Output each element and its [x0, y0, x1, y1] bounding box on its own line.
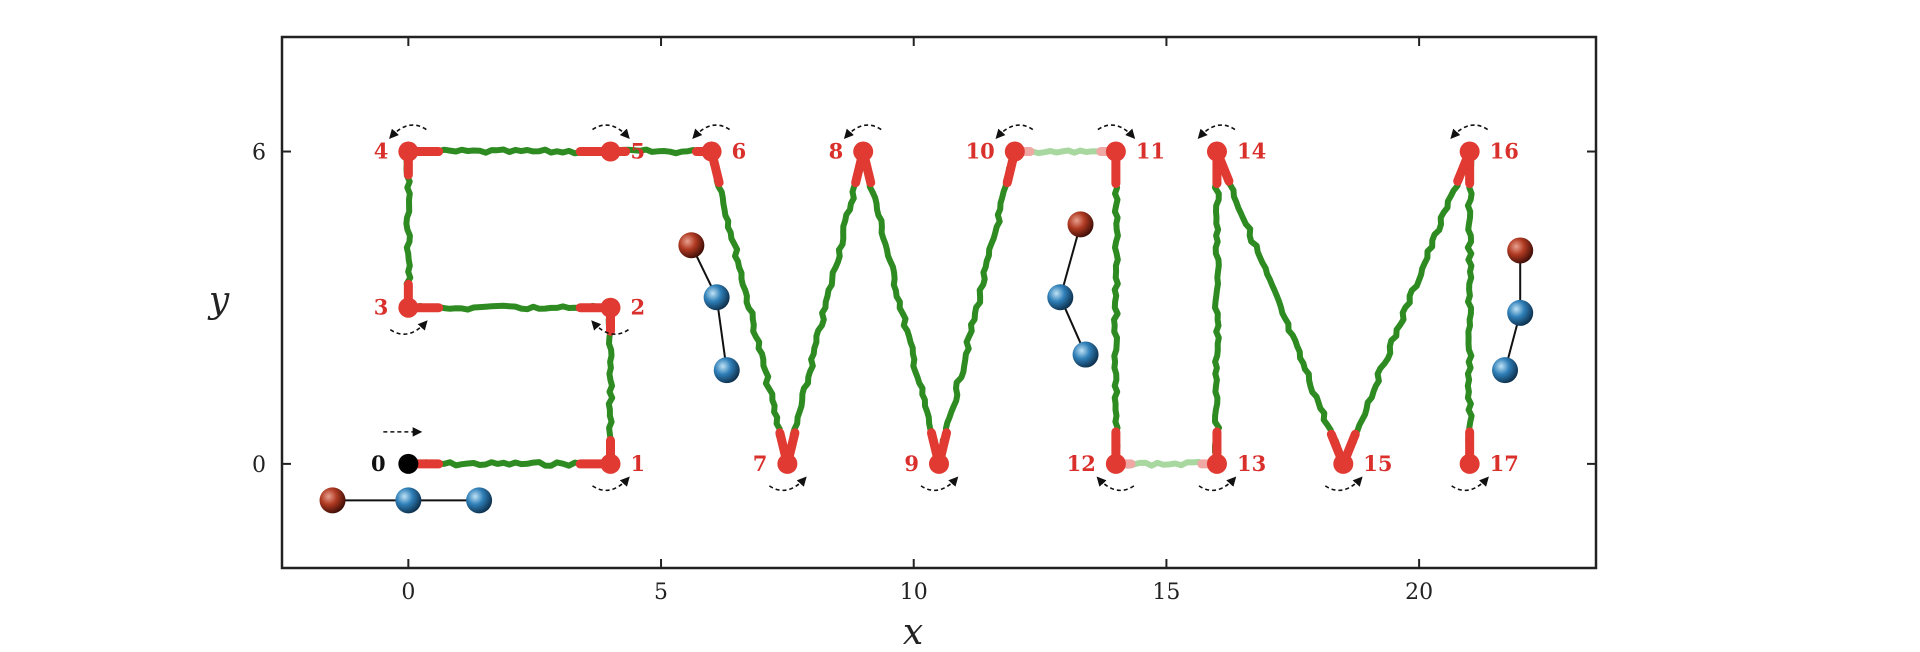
swimmer-bead-blue	[395, 487, 422, 514]
waypoint-marker	[600, 141, 621, 162]
trajectory-segment	[1111, 148, 1121, 467]
turn-direction-arrow	[1198, 476, 1237, 492]
trajectory-segment	[708, 148, 791, 467]
waypoint-label: 15	[1363, 451, 1392, 476]
waypoint-marker	[1206, 141, 1227, 162]
waypoint-label: 2	[631, 295, 646, 320]
turn-direction-arrow	[592, 124, 630, 139]
trajectory-segment	[784, 148, 867, 467]
waypoint-label: 13	[1237, 451, 1266, 476]
waypoint-marker	[929, 453, 949, 474]
waypoint-marker	[1206, 453, 1227, 474]
waypoint-marker	[701, 141, 722, 162]
trajectory-segment	[1214, 148, 1347, 467]
start-point-marker	[398, 453, 419, 474]
waypoint-label: 17	[1490, 451, 1519, 476]
y-axis-label: y	[207, 280, 230, 321]
swimmer-bead-blue	[1492, 357, 1519, 384]
waypoint-marker	[1105, 141, 1126, 162]
trajectory-segment	[935, 148, 1018, 467]
turn-direction-arrow	[843, 124, 882, 139]
swimmer-bead-blue	[1507, 299, 1534, 326]
turn-direction-arrow	[591, 320, 629, 336]
turn-direction-arrow	[768, 476, 807, 492]
waypoint-marker	[398, 141, 419, 162]
waypoint-marker	[853, 141, 874, 162]
waypoint-label: 3	[374, 295, 389, 320]
start-point-label: 0	[371, 451, 386, 476]
swimmer-bead-red	[678, 232, 705, 259]
waypoint-marker	[1459, 453, 1480, 474]
turn-direction-arrow	[692, 124, 731, 139]
turn-direction-arrow	[1096, 476, 1135, 492]
swimmer-bead-blue	[1047, 284, 1074, 311]
turn-direction-arrow	[1097, 124, 1136, 139]
waypoint-label: 7	[753, 451, 768, 476]
waypoint-marker	[1459, 141, 1480, 162]
waypoint-label: 4	[374, 139, 389, 164]
swimmer-bead-red	[319, 487, 346, 514]
waypoint-marker	[1105, 453, 1126, 474]
y-tick-label: 0	[252, 453, 266, 478]
swimmer-bead-blue	[1072, 341, 1099, 368]
waypoint-label: 10	[966, 139, 995, 164]
turn-direction-arrow	[1450, 124, 1489, 139]
waypoint-marker	[1004, 141, 1025, 162]
x-tick-label: 5	[654, 580, 668, 605]
swimmer-bead-blue	[703, 284, 730, 311]
swimmer-bead-blue	[713, 357, 740, 384]
turn-arrow-layer	[383, 124, 1489, 492]
waypoint-label: 12	[1067, 451, 1096, 476]
trajectory-segment	[1212, 148, 1222, 467]
waypoint-label: 14	[1237, 139, 1266, 164]
plot-frame	[280, 35, 1598, 570]
waypoint-marker	[1333, 453, 1354, 474]
trajectory-segment	[1340, 148, 1473, 467]
waypoint-label: 16	[1490, 139, 1519, 164]
three-bead-swimmer	[678, 232, 740, 384]
trajectory-segment	[1464, 148, 1475, 467]
turn-direction-arrow	[995, 124, 1034, 139]
three-bead-swimmer	[1047, 211, 1099, 368]
x-tick-label: 10	[900, 580, 928, 605]
three-bead-swimmer	[1492, 237, 1534, 384]
x-tick-label: 20	[1405, 580, 1433, 605]
turn-direction-arrow	[592, 476, 630, 492]
waypoint-label: 1	[631, 451, 646, 476]
swimmer-layer	[319, 211, 1534, 514]
turn-direction-arrow	[920, 476, 959, 492]
turn-direction-arrow	[1451, 476, 1489, 492]
three-bead-swimmer	[319, 487, 493, 514]
y-tick-label: 6	[252, 141, 266, 166]
waypoint-marker	[777, 453, 798, 474]
turn-direction-arrow	[389, 320, 428, 336]
waypoint-marker	[398, 297, 419, 318]
waypoint-label: 9	[904, 451, 919, 476]
waypoint-label: 5	[631, 139, 646, 164]
waypoint-label: 8	[829, 139, 844, 164]
waypoint-label: 11	[1136, 139, 1165, 164]
turn-direction-arrow	[389, 124, 427, 139]
x-tick-label: 15	[1152, 580, 1180, 605]
trajectory-layer	[403, 146, 1475, 469]
trajectory-segment	[860, 148, 943, 467]
x-tick-label: 0	[401, 580, 415, 605]
waypoint-marker	[600, 453, 621, 474]
x-axis-label: x	[903, 612, 923, 652]
swimmer-bead-red	[1067, 211, 1094, 238]
turn-direction-arrow	[1324, 476, 1363, 492]
waypoint-marker-layer	[398, 141, 1480, 474]
waypoint-marker	[600, 297, 621, 318]
waypoint-label: 6	[732, 139, 747, 164]
turn-direction-arrow	[1197, 124, 1236, 139]
swimmer-bead-blue	[466, 487, 493, 514]
swimmer-bead-red	[1507, 237, 1534, 264]
